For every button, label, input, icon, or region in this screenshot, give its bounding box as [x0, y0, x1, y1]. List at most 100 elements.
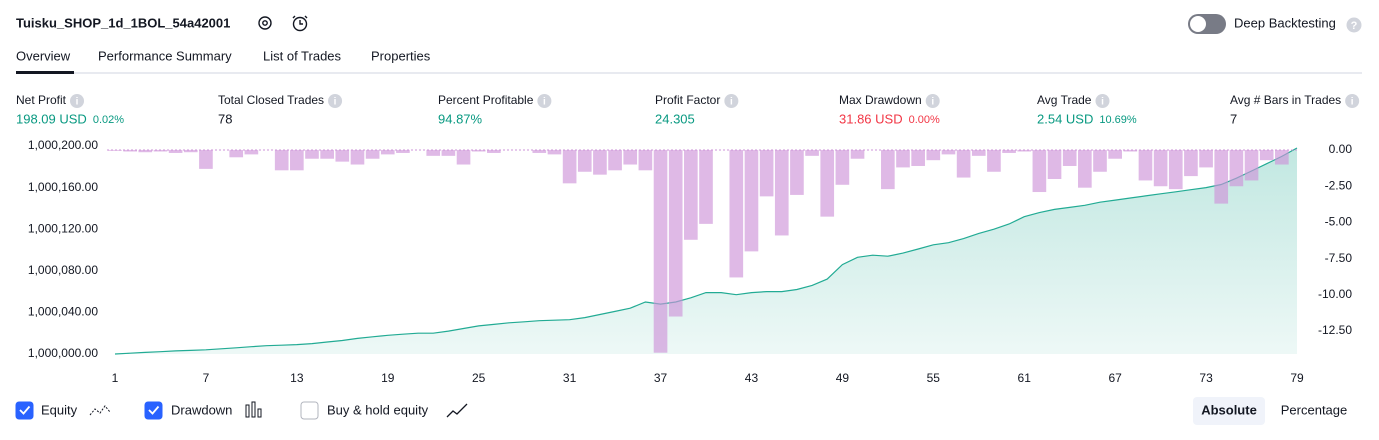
equity-area	[115, 148, 1297, 354]
y-tick-label: 1,000,200.00	[28, 138, 98, 152]
drawdown-bar	[1153, 150, 1168, 187]
drawdown-bar	[471, 150, 486, 152]
info-icon[interactable]	[925, 94, 940, 108]
metric-value: 2.54 USD	[1037, 111, 1093, 126]
info-icon[interactable]	[724, 94, 739, 108]
info-glyph: i	[730, 97, 733, 108]
drawdown-bar	[1017, 150, 1032, 152]
drawdown-bar	[805, 150, 819, 156]
drawdown-bar	[1078, 150, 1092, 188]
drawdown-bar	[1199, 150, 1213, 168]
drawdown-bar	[562, 150, 577, 184]
info-icon[interactable]	[70, 94, 85, 108]
drawdown-bar	[123, 150, 137, 152]
settings-icon[interactable]	[258, 16, 272, 30]
drawdown-bar	[290, 150, 304, 171]
tab[interactable]: List of Trades	[263, 48, 342, 63]
drawdown-bar	[532, 150, 547, 153]
x-tick-label: 49	[836, 371, 850, 385]
checkbox[interactable]	[144, 401, 163, 420]
mode-button[interactable]: Absolute	[1201, 402, 1257, 417]
drawdown-bar	[229, 150, 244, 158]
drawdown-bar	[365, 150, 380, 159]
drawdown-bar	[744, 150, 759, 252]
metric-label: Profit Factor	[655, 93, 720, 107]
x-tick-label: 31	[563, 371, 577, 385]
drawdown-bar	[1138, 150, 1153, 181]
metric-value: 7	[1230, 111, 1237, 126]
drawdown-bar	[623, 150, 638, 165]
drawdown-bar	[668, 150, 683, 317]
drawdown-bar	[320, 150, 334, 159]
drawdown-bar	[274, 150, 289, 171]
drawdown-bar	[487, 150, 501, 153]
drawdown-bar	[608, 150, 622, 171]
metric-label: Avg Trade	[1037, 93, 1092, 107]
metric-label: Net Profit	[16, 93, 67, 107]
checkbox[interactable]	[15, 401, 34, 420]
y-tick-label: 1,000,000.00	[28, 346, 98, 360]
drawdown-bar	[380, 150, 395, 155]
drawdown-bar	[199, 150, 213, 169]
help-icon[interactable]: ?	[1346, 17, 1362, 33]
drawdown-bar	[168, 150, 183, 153]
drawdown-bar	[350, 150, 365, 165]
x-tick-label: 1	[112, 371, 119, 385]
drawdown-bar	[941, 150, 956, 155]
drawdown-bar	[971, 150, 986, 156]
drawdown-bar	[729, 150, 744, 278]
drawdown-bar	[456, 150, 471, 165]
y2-tick-label: -2.50	[1325, 178, 1353, 192]
info-icon[interactable]	[328, 94, 343, 108]
metric-value: 94.87%	[438, 111, 483, 126]
drawdown-bar	[1259, 150, 1274, 161]
drawdown-bar	[820, 150, 835, 217]
y2-tick-label: -5.00	[1325, 215, 1353, 229]
info-glyph: i	[76, 97, 79, 108]
strategy-name: Tuisku_SHOP_1d_1BOL_54a42001	[16, 15, 230, 30]
drawdown-bar	[653, 150, 668, 353]
x-tick-label: 7	[203, 371, 210, 385]
drawdown-bar	[835, 150, 850, 185]
mode-button[interactable]: Percentage	[1281, 402, 1348, 417]
drawdown-bar	[1168, 150, 1183, 190]
drawdown-bar	[1214, 150, 1229, 204]
drawdown-icon	[245, 401, 262, 418]
mode-button-bg[interactable]	[1193, 397, 1265, 425]
drawdown-bar	[850, 150, 865, 159]
tab[interactable]: Overview	[16, 48, 71, 63]
alert-icon[interactable]	[292, 15, 308, 32]
info-glyph: i	[543, 97, 546, 108]
info-glyph: i	[1351, 97, 1354, 108]
metric-change: 10.69%	[1099, 114, 1137, 126]
drawdown-bar	[153, 150, 168, 152]
drawdown-bar	[426, 150, 441, 156]
x-tick-label: 13	[290, 371, 304, 385]
drawdown-bar	[699, 150, 713, 224]
metric-label: Percent Profitable	[438, 93, 534, 107]
drawdown-bar	[881, 150, 895, 190]
equity-line	[114, 147, 1298, 355]
legend-label: Drawdown	[171, 402, 232, 417]
drawdown-bar	[183, 150, 198, 153]
drawdown-bar	[1184, 150, 1198, 177]
info-icon[interactable]	[537, 94, 552, 108]
drawdown-bar	[547, 150, 562, 155]
info-icon[interactable]	[1345, 94, 1360, 108]
deep-backtesting-toggle[interactable]	[1188, 14, 1226, 34]
drawdown-bar	[305, 150, 319, 159]
x-tick-label: 61	[1018, 371, 1032, 385]
y-tick-label: 1,000,120.00	[28, 221, 98, 235]
drawdown-bar	[1032, 150, 1047, 193]
tab[interactable]: Performance Summary	[98, 48, 232, 63]
info-glyph: i	[334, 97, 337, 108]
drawdown-bar	[790, 150, 804, 195]
metric-label: Max Drawdown	[839, 93, 922, 107]
checkbox[interactable]	[300, 401, 319, 420]
info-icon[interactable]	[1095, 94, 1110, 108]
checkmark	[19, 405, 31, 415]
info-glyph: i	[931, 97, 934, 108]
tab[interactable]: Properties	[371, 48, 431, 63]
metric-value: 78	[218, 111, 232, 126]
